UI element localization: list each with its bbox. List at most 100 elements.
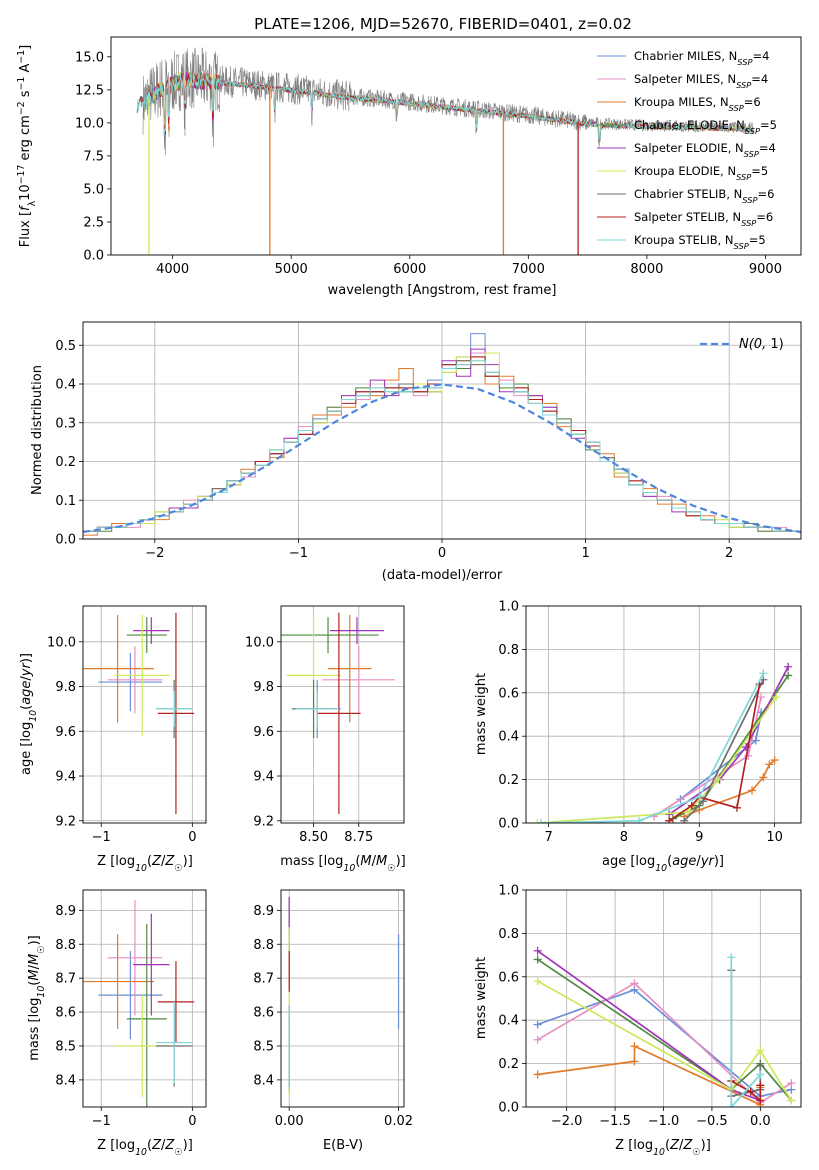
histogram-xtick-label: 1 <box>581 546 589 561</box>
observed-spectrum-line <box>142 47 754 156</box>
massweight-marker <box>772 693 781 702</box>
massweight-marker <box>756 1070 765 1079</box>
massweight-vs-age-axes-frame <box>525 605 802 824</box>
massweight-marker <box>533 977 542 986</box>
massweight-marker <box>533 1020 542 1029</box>
histogram-axes-frame <box>82 321 802 540</box>
massweight-marker <box>770 756 779 765</box>
massweight-marker <box>714 775 723 784</box>
massweight-marker <box>533 819 542 823</box>
massweight-vs-age-ytick-label: 0.2 <box>498 773 519 788</box>
massweight-vs-age-xtick-label: 9 <box>695 830 703 845</box>
histogram-ytick-label: 0.3 <box>55 416 76 431</box>
mass-vs-ebv-panel: 0.00 0.02 8.4 8.5 8.6 8.7 8.8 8.9 E(B-V) <box>253 889 413 1153</box>
massweight-series-line <box>537 958 792 1102</box>
histogram-series <box>83 360 801 539</box>
massweight-vs-z-ytick-label: 0.6 <box>498 970 519 985</box>
massweight-vs-z-ytick-label: 0.4 <box>498 1014 519 1029</box>
massweight-vs-age-xtick-label: 10 <box>766 830 783 845</box>
massweight-marker <box>756 1046 765 1055</box>
legend-entry: Chabrier ELODIE, NSSP=5 <box>634 118 777 136</box>
massweight-marker <box>759 773 768 782</box>
massweight-vs-age-ytick-label: 0.6 <box>498 686 519 701</box>
age-vs-z-axes-frame <box>82 605 207 824</box>
massweight-marker <box>784 662 793 671</box>
age-vs-z-xlabel: Z [log10(Z/Z☉)] <box>97 854 193 874</box>
massweight-marker <box>687 801 696 810</box>
histogram-xtick-label: 0 <box>438 546 446 561</box>
mass-vs-z-xtick-label: −1 <box>92 1114 111 1129</box>
massweight-vs-z-xtick-label: −1.5 <box>599 1114 631 1129</box>
massweight-marker <box>635 816 644 823</box>
spectrum-ytick-label: 12.5 <box>75 83 104 98</box>
massweight-marker <box>537 819 546 823</box>
legend-entry: Salpeter STELIB, NSSP=6 <box>634 210 773 228</box>
spectrum-ytick-label: 0.0 <box>83 249 104 264</box>
spectrum-xtick-label: 6000 <box>393 262 426 277</box>
age-vs-mass-axes-frame <box>280 605 405 824</box>
massweight-vs-z-ytick-label: 0.8 <box>498 927 519 942</box>
histogram-ylabel: Normed distribution <box>30 365 45 495</box>
age-vs-mass-ytick-label: 9.2 <box>253 814 274 829</box>
mass-vs-ebv-ytick-label: 8.6 <box>253 1006 274 1021</box>
age-vs-z-panel: −1 0 9.2 9.4 9.6 9.8 10.0 Z [log10(Z/Z☉)] age [l… <box>19 605 207 874</box>
massweight-vs-z-xtick-label: 0.0 <box>750 1114 771 1129</box>
massweight-marker <box>727 953 736 962</box>
age-vs-z-ytick-label: 9.6 <box>55 725 76 740</box>
massweight-vs-age-ytick-label: 0.4 <box>498 730 519 745</box>
histogram-ytick-label: 0.5 <box>55 339 76 354</box>
normal-curve-line <box>83 383 801 534</box>
massweight-series-line <box>668 666 789 816</box>
massweight-marker <box>630 1057 639 1066</box>
massweight-marker <box>533 1070 542 1079</box>
age-vs-z-ytick-label: 9.4 <box>55 770 76 785</box>
spectrum-panel: Flux [fλ10−17 erg cm−2 s−1 A−1] waveleng… <box>16 36 802 298</box>
massweight-series-line <box>537 1044 762 1107</box>
mass-vs-z-axes-frame <box>82 889 207 1108</box>
age-vs-z-ytick-label: 10.0 <box>47 635 76 650</box>
mass-vs-ebv-ytick-label: 8.9 <box>253 904 274 919</box>
massweight-vs-age-ytick-label: 0.8 <box>498 643 519 658</box>
massweight-marker <box>533 946 542 955</box>
massweight-vs-age-ytick-label: 1.0 <box>498 600 519 615</box>
massweight-series-line <box>537 696 777 823</box>
massweight-vs-z-xtick-label: −1.0 <box>648 1114 680 1129</box>
legend-entry: Chabrier STELIB, NSSP=6 <box>634 187 774 205</box>
massweight-marker <box>784 671 793 680</box>
histogram-ytick-label: 0.4 <box>55 378 76 393</box>
histogram-xtick-label: −1 <box>289 546 308 561</box>
mass-vs-ebv-xlabel: E(B-V) <box>323 1138 363 1153</box>
age-vs-mass-ytick-label: 9.4 <box>253 770 274 785</box>
massweight-marker <box>756 1096 765 1105</box>
massweight-marker <box>732 803 741 812</box>
massweight-vs-z-xlabel: Z [log10(Z/Z☉)] <box>615 1138 711 1158</box>
massweight-marker <box>765 760 774 769</box>
age-vs-z-ytick-label: 9.2 <box>55 814 76 829</box>
spectrum-ytick-label: 15.0 <box>75 50 104 65</box>
spectrum-xtick-label: 4000 <box>156 262 189 277</box>
spectrum-ylabel: Flux [fλ10−17 erg cm−2 s−1 A−1] <box>16 45 38 247</box>
massweight-series-line <box>537 988 792 1098</box>
mass-vs-ebv-xtick-label: 0.00 <box>275 1114 304 1129</box>
massweight-marker <box>748 786 757 795</box>
mass-vs-z-ytick-label: 8.5 <box>55 1039 76 1054</box>
massweight-vs-age-xtick-label: 7 <box>544 830 552 845</box>
mass-vs-z-ytick-label: 8.7 <box>55 972 76 987</box>
massweight-marker <box>665 816 674 823</box>
spectrum-legend: Chabrier MILES, NSSP=4 Salpeter MILES, NS… <box>597 49 777 251</box>
age-vs-mass-ytick-label: 10.0 <box>245 635 274 650</box>
legend-entry: Kroupa STELIB, NSSP=5 <box>634 233 766 251</box>
massweight-vs-age-panel: 7 8 9 10 0.0 0.2 0.4 0.6 0.8 1.0 age [log10(age/yr… <box>474 600 802 874</box>
age-vs-z-ylabel: age [log10(age/yr)] <box>19 653 39 775</box>
massweight-marker <box>630 1042 639 1051</box>
age-vs-mass-xtick-label: 8.50 <box>299 830 328 845</box>
massweight-marker <box>756 1081 765 1090</box>
massweight-marker <box>787 1096 796 1105</box>
mass-vs-ebv-ytick-label: 8.8 <box>253 938 274 953</box>
massweight-series-line <box>730 957 761 1107</box>
spectrum-xtick-label: 9000 <box>749 262 782 277</box>
massweight-series-line <box>668 683 761 822</box>
massweight-marker <box>680 816 689 823</box>
spectrum-ytick-label: 7.5 <box>83 149 104 164</box>
massweight-vs-z-xtick-label: −2.0 <box>551 1114 583 1129</box>
